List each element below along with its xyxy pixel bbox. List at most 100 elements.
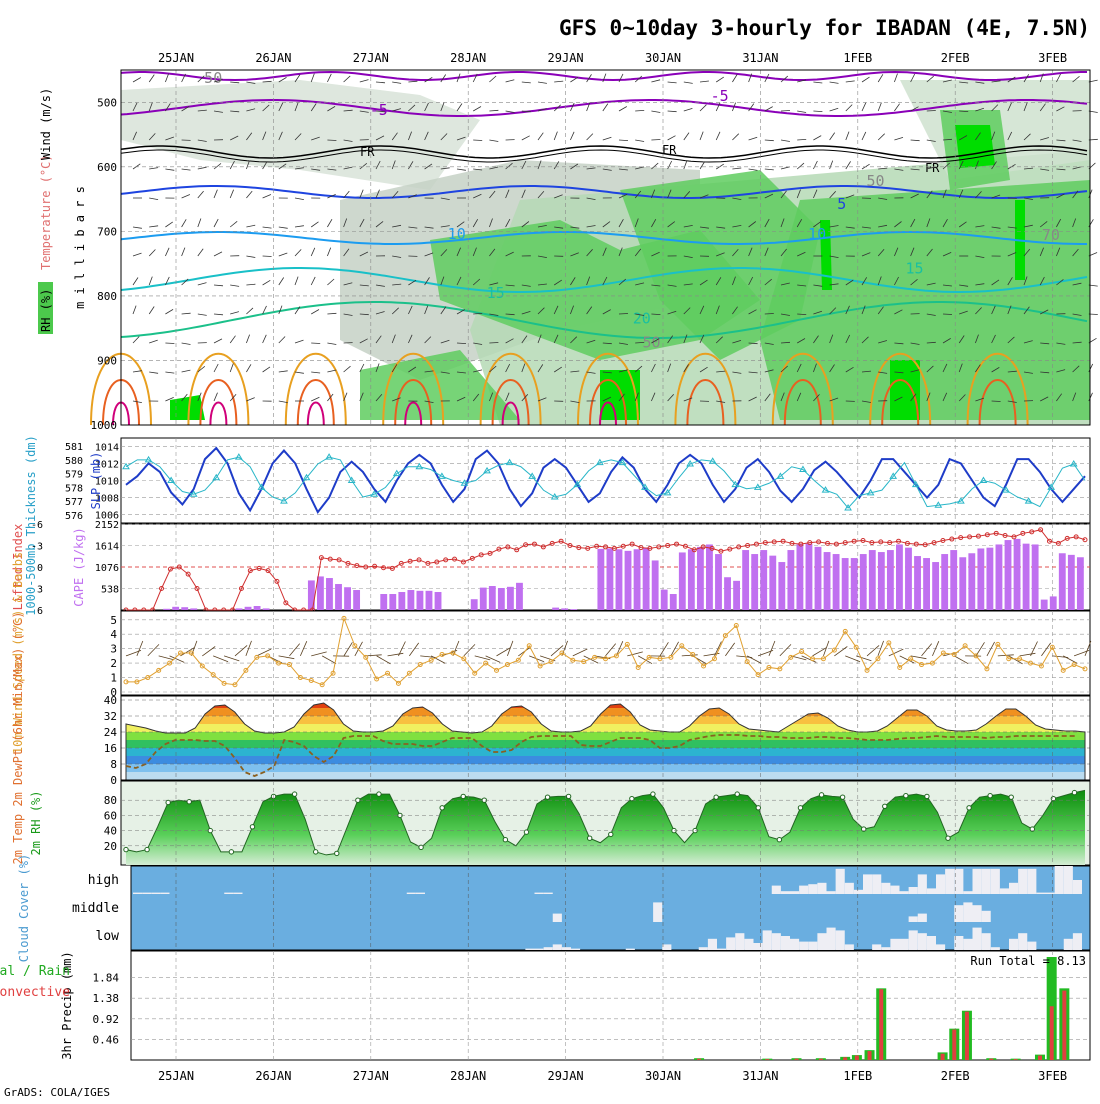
top-date-label: 1FEB bbox=[843, 51, 872, 65]
precip-convective-bar bbox=[952, 1030, 956, 1060]
cape-bar bbox=[769, 556, 776, 610]
rh-point bbox=[777, 838, 781, 842]
cape-bar bbox=[977, 548, 984, 610]
cape-bar bbox=[652, 560, 659, 610]
rh-point bbox=[313, 850, 317, 854]
cape-bar bbox=[172, 607, 179, 610]
wind-barb bbox=[489, 343, 498, 344]
cloud-bar bbox=[827, 928, 836, 950]
cloud-bar bbox=[763, 930, 772, 950]
cloud-bar bbox=[973, 905, 982, 922]
cloud-bar bbox=[1027, 942, 1036, 950]
chart-title: GFS 0~10day 3-hourly for IBADAN (4E, 7.5… bbox=[559, 16, 1090, 40]
pressure-tick-label: 900 bbox=[97, 354, 117, 367]
cloud-bar bbox=[772, 933, 781, 950]
cape-bar bbox=[480, 588, 487, 610]
cape-bar bbox=[1068, 555, 1075, 610]
cloud-bar bbox=[1064, 866, 1073, 894]
wind-barb bbox=[943, 314, 952, 315]
contour-label: -5 bbox=[370, 101, 388, 119]
cloud-bar bbox=[781, 936, 790, 950]
cape-bar bbox=[932, 562, 939, 610]
pressure-tick-label: 700 bbox=[97, 225, 117, 238]
cape-bar bbox=[824, 552, 831, 610]
cloud-bar bbox=[963, 939, 972, 950]
contour-label: 70 bbox=[1042, 226, 1060, 244]
cloud-bar bbox=[1009, 883, 1018, 894]
cape-bar bbox=[733, 581, 740, 610]
cloud-bar bbox=[662, 944, 671, 950]
precip-convective-bar bbox=[855, 1056, 859, 1060]
wind-barb bbox=[327, 140, 336, 141]
temp-tick-label: 32 bbox=[104, 710, 117, 723]
precip-convective-bar bbox=[843, 1057, 847, 1060]
bottom-date-label: 30JAN bbox=[645, 1069, 681, 1083]
wind-barb bbox=[263, 256, 272, 257]
cloud-bar bbox=[817, 933, 826, 950]
cloud-bar bbox=[890, 886, 899, 894]
cape-bar bbox=[344, 587, 351, 610]
cloud-bar bbox=[726, 937, 735, 950]
cloud-bar bbox=[918, 874, 927, 894]
precip-convective-bar bbox=[1014, 1059, 1018, 1060]
cloud-bar bbox=[708, 939, 717, 950]
pressure-axis-label: m i l l i b a r s bbox=[73, 186, 87, 309]
cape-bar bbox=[670, 594, 677, 610]
temp-tick-label: 24 bbox=[104, 726, 118, 739]
cloud-bar bbox=[808, 942, 817, 950]
cape-bar bbox=[950, 550, 957, 610]
temp-tick-label: 40 bbox=[104, 694, 117, 707]
rh-point bbox=[967, 806, 971, 810]
wind-barb bbox=[992, 401, 1001, 402]
bottom-date-label: 1FEB bbox=[843, 1069, 872, 1083]
cloud-bar bbox=[836, 869, 845, 894]
cape-bar bbox=[597, 549, 604, 610]
cape-tick-label: 2152 bbox=[95, 520, 119, 531]
wind-barb bbox=[165, 343, 174, 344]
cape-bar bbox=[1077, 557, 1084, 610]
cape-bar bbox=[190, 608, 197, 610]
cloud-bar bbox=[799, 886, 808, 894]
precip-convective-bar bbox=[819, 1059, 823, 1060]
cloud-bar bbox=[881, 947, 890, 950]
rh-point bbox=[166, 800, 170, 804]
wind-tick-label: 2 bbox=[110, 657, 117, 670]
top-date-label: 25JAN bbox=[158, 51, 194, 65]
precip-legend-total: Total / Rain bbox=[0, 964, 70, 979]
contour-label: 20 bbox=[633, 310, 651, 328]
cape-bar bbox=[905, 548, 912, 610]
cloud-bar bbox=[1073, 933, 1082, 950]
cape-bar bbox=[860, 554, 867, 610]
slp-axis-label: SLP (mb) bbox=[89, 452, 103, 510]
precip-convective-bar bbox=[697, 1059, 701, 1060]
cloud-bar bbox=[562, 947, 571, 950]
cloud-bar bbox=[553, 914, 562, 922]
cloud-bar bbox=[224, 893, 233, 894]
precip-frame bbox=[131, 951, 1090, 1060]
cape-bar bbox=[335, 584, 342, 610]
rh-point bbox=[988, 793, 992, 797]
cape-tick-label: 1076 bbox=[95, 563, 119, 574]
rh-point bbox=[714, 795, 718, 799]
cape-bar bbox=[417, 591, 424, 610]
li-tick-label: 3 bbox=[37, 585, 43, 596]
rh-point bbox=[904, 793, 908, 797]
cape-bar bbox=[254, 606, 261, 610]
rh-point bbox=[124, 847, 128, 851]
cloud-bar bbox=[936, 874, 945, 894]
precip-convective-bar bbox=[965, 1012, 969, 1060]
precip-convective-bar bbox=[1038, 1056, 1042, 1060]
cape-bar bbox=[236, 608, 243, 610]
cloud-bar bbox=[854, 890, 863, 894]
cape-bar bbox=[570, 609, 577, 610]
cloud-bar bbox=[1009, 939, 1018, 950]
rh-tick-label: 60 bbox=[104, 809, 117, 822]
cloud-bar bbox=[954, 905, 963, 922]
rh-point bbox=[651, 792, 655, 796]
precip-convective-bar bbox=[765, 1059, 769, 1060]
cape-bar bbox=[398, 592, 405, 610]
cape-bar bbox=[643, 548, 650, 610]
precip-convective-bar bbox=[794, 1059, 798, 1060]
cloud-bar bbox=[973, 928, 982, 950]
